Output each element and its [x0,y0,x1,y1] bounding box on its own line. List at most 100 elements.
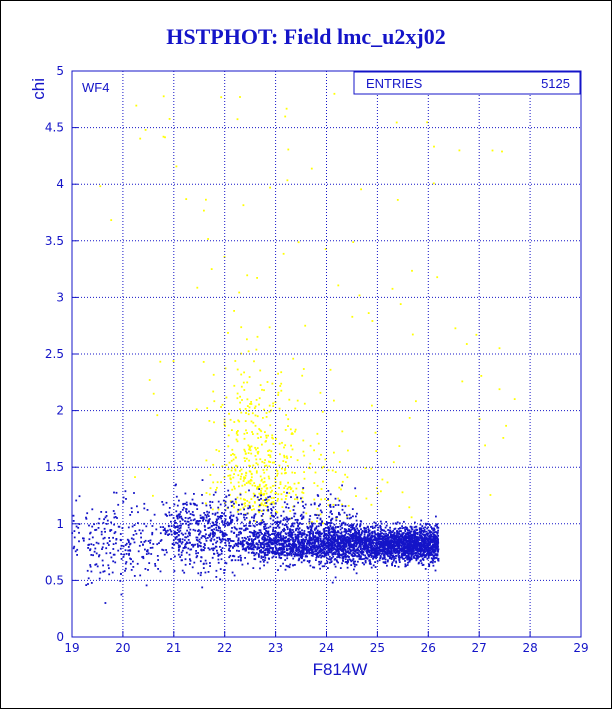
data-point [261,533,263,535]
data-point [125,542,128,545]
data-point [279,483,282,485]
data-point [336,531,339,534]
data-point [395,555,397,557]
data-point [203,209,205,212]
data-point [422,550,425,553]
data-point [224,525,226,527]
data-point [263,389,265,392]
data-point [259,458,262,461]
data-point [260,510,263,512]
data-point [200,571,202,574]
data-point [427,554,430,557]
data-point [341,484,343,487]
data-point [216,524,218,527]
data-point [326,527,329,529]
data-point [301,529,303,532]
data-point [246,398,249,401]
data-point [286,491,288,494]
data-point [296,459,299,462]
data-point [498,347,501,350]
data-point [310,554,313,557]
data-point [325,537,328,539]
data-point [180,551,183,554]
data-point [159,540,162,542]
data-point [337,526,339,528]
data-point [181,549,184,552]
data-point [253,552,255,554]
data-point [362,545,365,547]
data-point [307,531,310,533]
data-point [237,481,240,484]
data-point [158,542,160,544]
data-point [349,531,352,534]
data-point [324,458,327,461]
data-point [318,530,321,533]
data-point [284,498,287,500]
data-point [212,493,215,496]
data-point [229,474,232,477]
data-point [385,540,387,543]
data-point [245,429,247,432]
data-point [113,553,116,556]
data-point [328,515,331,518]
data-point [260,430,263,433]
data-point [434,557,437,559]
data-point [402,558,404,560]
data-point [281,467,283,470]
data-point [294,538,297,541]
data-point [347,504,350,507]
data-point [430,541,433,544]
data-point [314,550,316,553]
data-point [243,540,246,542]
data-point [210,268,213,270]
data-point [356,555,358,557]
data-point [244,408,247,410]
data-point [373,556,375,559]
data-point [287,148,290,151]
data-point [255,552,258,554]
data-point [285,461,287,463]
data-point [272,528,274,531]
data-point [253,407,256,409]
data-point [296,521,299,524]
data-point [266,487,269,490]
data-point [408,558,411,561]
data-point [240,527,243,530]
data-point [278,464,281,467]
data-point [331,469,334,472]
data-point [124,549,127,552]
data-point [294,540,297,542]
data-point [329,522,332,524]
data-point [291,432,293,435]
data-point [230,501,233,504]
data-point [199,514,202,517]
data-point [196,286,199,289]
data-point [199,544,201,547]
data-point [345,531,348,533]
data-point [187,532,190,535]
data-point [280,389,283,392]
data-point [395,537,398,540]
data-point [401,532,404,535]
data-point [176,542,179,545]
data-point [351,546,354,549]
data-point [435,547,438,550]
data-point [180,515,183,518]
data-point [252,532,254,535]
data-point [322,547,325,550]
data-point [109,552,112,554]
data-point [144,539,147,542]
data-point [340,544,342,547]
data-point [379,538,381,541]
data-point [142,543,144,546]
data-point [296,527,299,530]
data-point [220,552,223,555]
data-point [419,539,421,541]
data-point [227,489,230,492]
data-point [363,526,365,529]
data-point [205,562,208,565]
data-point [311,554,314,557]
data-point [176,535,178,538]
data-point [436,537,438,540]
data-point [262,481,265,484]
